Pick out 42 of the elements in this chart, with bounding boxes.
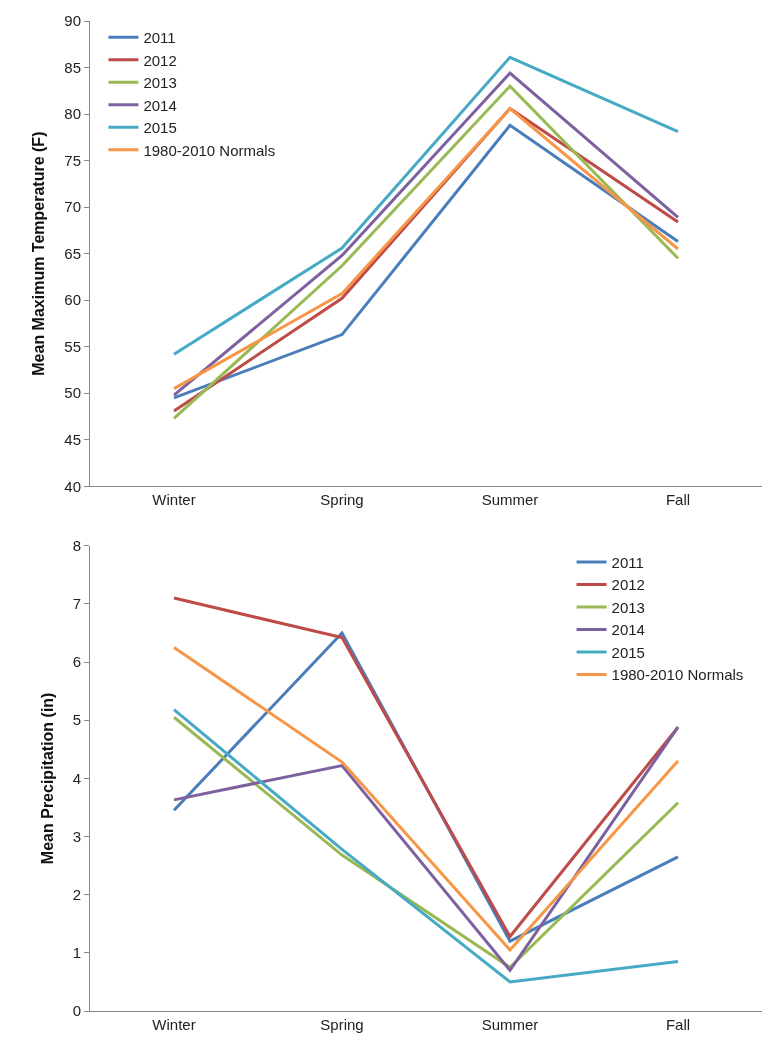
y-tick-label: 1 — [72, 944, 81, 962]
y-axis-title: Mean Maximum Temperature (F) — [30, 131, 48, 376]
legend-label: 2013 — [611, 598, 645, 616]
y-tick-label: 4 — [72, 769, 81, 787]
legend-label: 1980-2010 Normals — [143, 141, 276, 159]
y-tick-label: 90 — [64, 12, 81, 30]
y-tick-label: 3 — [72, 827, 81, 845]
y-tick-label: 45 — [64, 431, 81, 449]
x-tick-label: Summer — [481, 1016, 539, 1033]
legend-label: 2013 — [143, 74, 177, 92]
y-tick-label: 0 — [72, 1002, 81, 1020]
y-tick-label: 2 — [72, 885, 81, 903]
x-tick-label: Fall — [665, 1016, 691, 1033]
x-tick-label: Spring — [320, 491, 364, 509]
legend-label: 2012 — [611, 576, 645, 594]
y-tick-label: 6 — [72, 653, 81, 671]
x-tick-label: Winter — [152, 491, 196, 509]
x-tick-label: Fall — [665, 491, 691, 509]
y-tick-label: 75 — [64, 151, 81, 169]
y-tick-label: 8 — [72, 536, 81, 554]
y-tick-label: 85 — [64, 58, 81, 76]
y-tick-label: 50 — [64, 384, 81, 402]
y-tick-label: 80 — [64, 105, 81, 123]
y-axis-title: Mean Precipitation (in) — [38, 692, 56, 865]
y-tick-label: 65 — [64, 244, 81, 262]
x-tick-label: Winter — [152, 1016, 196, 1033]
y-tick-label: 60 — [64, 291, 81, 309]
legend-label: 2011 — [143, 29, 176, 47]
y-tick-label: 70 — [64, 198, 81, 216]
legend-label: 2015 — [143, 119, 177, 137]
legend-label: 2012 — [143, 51, 177, 69]
legend-label: 1980-2010 Normals — [611, 666, 744, 684]
x-tick-label: Spring — [320, 1016, 364, 1033]
x-tick-label: Summer — [481, 491, 539, 509]
y-tick-label: 40 — [64, 477, 81, 495]
legend-label: 2014 — [611, 621, 645, 639]
y-tick-label: 5 — [72, 711, 81, 729]
legend-label: 2011 — [611, 553, 644, 571]
legend-label: 2015 — [611, 643, 645, 661]
y-tick-label: 55 — [64, 337, 81, 355]
y-tick-label: 7 — [72, 595, 81, 613]
legend-label: 2014 — [143, 96, 177, 114]
